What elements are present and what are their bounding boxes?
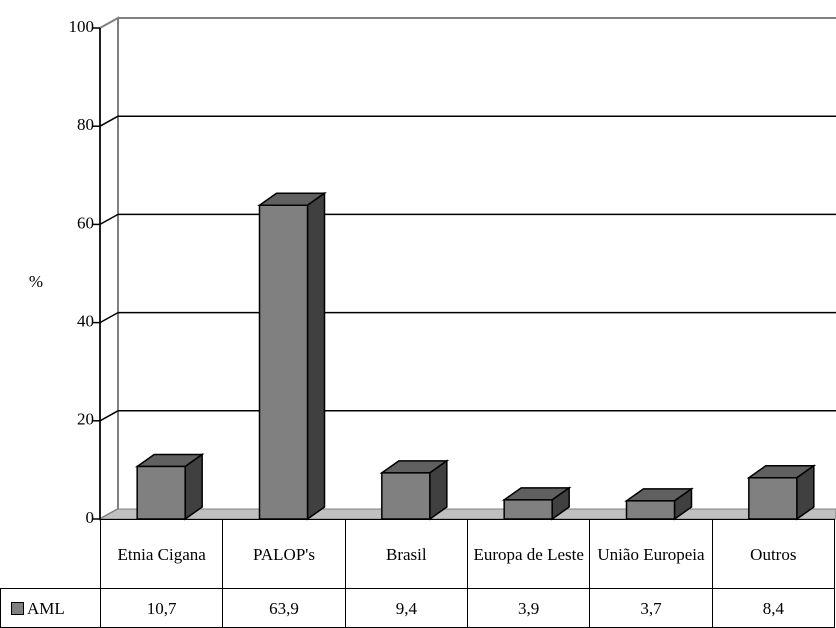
left-wall <box>99 16 119 521</box>
value-label: 9,4 <box>344 588 468 628</box>
bar <box>501 486 572 521</box>
bar-front <box>136 465 186 520</box>
category-cell: PALOP's <box>222 519 346 589</box>
grid-line <box>99 115 119 127</box>
value-label: 63,9 <box>222 588 346 628</box>
bar-side <box>306 191 326 521</box>
y-axis-label: % <box>29 272 43 291</box>
category-cell: União Europeia <box>589 519 713 589</box>
value-label: 8,4 <box>711 588 835 628</box>
category-cell: Europa de Leste <box>467 519 591 589</box>
bar-front <box>503 499 553 520</box>
bar-front <box>258 204 309 520</box>
category-cell: Brasil <box>344 519 468 589</box>
bar <box>134 453 205 521</box>
grid-line <box>99 213 119 226</box>
legend-swatch <box>11 601 24 615</box>
floor <box>98 508 836 520</box>
bar <box>379 459 450 521</box>
y-tick-label: 20 <box>77 410 94 429</box>
bar-front <box>748 477 798 520</box>
y-tick-label: 100 <box>69 17 95 36</box>
y-tick-label: 40 <box>77 312 94 331</box>
y-tick-label: 60 <box>77 213 94 232</box>
category-cell: Outros <box>711 519 835 589</box>
bar <box>746 464 817 521</box>
bar-front <box>381 472 431 520</box>
bar-side <box>184 453 203 521</box>
value-label: 3,9 <box>467 588 591 628</box>
category-cell: Etnia Cigana <box>100 519 224 589</box>
legend-label: AML <box>27 598 65 618</box>
y-tick-label: 0 <box>86 508 95 527</box>
bar <box>257 191 327 521</box>
legend-cell: AML <box>0 588 101 628</box>
bar-front <box>625 500 676 520</box>
y-tick-label: 80 <box>77 115 94 134</box>
value-label: 10,7 <box>100 588 224 628</box>
grid-line <box>99 311 119 324</box>
value-label: 3,7 <box>589 588 713 628</box>
grid-line <box>99 410 119 422</box>
bar <box>624 487 694 521</box>
